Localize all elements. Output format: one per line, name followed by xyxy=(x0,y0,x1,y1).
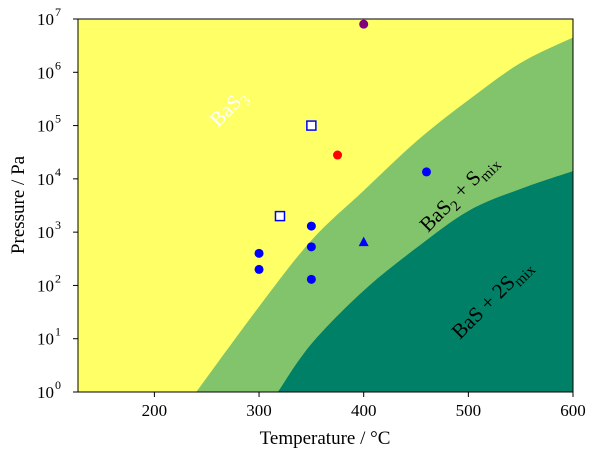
y-tick-exponent: 4 xyxy=(55,165,61,179)
x-tick-label: 300 xyxy=(246,401,272,420)
y-tick-exponent: 3 xyxy=(55,218,61,232)
data-point-circle xyxy=(254,264,264,274)
data-point-triangle xyxy=(358,236,369,247)
data-point-circle xyxy=(306,221,316,231)
data-point-circle xyxy=(421,167,431,177)
plot-frame xyxy=(77,18,574,393)
data-point-circle xyxy=(359,19,369,29)
y-tick-label: 10 xyxy=(37,10,54,29)
data-point-square-open xyxy=(274,210,286,222)
data-point-square-open xyxy=(306,120,317,131)
x-axis: 200 300 400 500 600 xyxy=(142,392,586,420)
phase-regions xyxy=(78,19,573,392)
x-tick-label: 200 xyxy=(142,401,168,420)
data-points xyxy=(254,19,431,284)
y-tick-exponent: 2 xyxy=(55,271,61,285)
y-tick-exponent: 6 xyxy=(55,58,61,72)
x-tick-label: 400 xyxy=(351,401,377,420)
y-tick-exponent: 7 xyxy=(55,5,61,19)
y-tick-exponent: 5 xyxy=(55,112,61,126)
y-tick-label: 10 xyxy=(37,63,54,82)
x-tick-label: 500 xyxy=(456,401,482,420)
x-tick-label: 600 xyxy=(560,401,586,420)
data-point-circle xyxy=(254,248,264,258)
x-axis-label: Temperature / °C xyxy=(260,428,391,449)
y-tick-label: 10 xyxy=(37,117,54,136)
y-axis-label: Pressure / Pa xyxy=(8,155,29,254)
y-tick-label: 10 xyxy=(37,170,54,189)
y-tick-label: 10 xyxy=(37,383,54,402)
y-tick-exponent: 1 xyxy=(55,325,61,339)
y-tick-label: 10 xyxy=(37,223,54,242)
y-tick-label: 10 xyxy=(37,276,54,295)
y-tick-exponent: 0 xyxy=(55,378,61,392)
data-point-circle xyxy=(306,274,316,284)
data-point-circle xyxy=(333,150,343,160)
y-tick-label: 10 xyxy=(37,330,54,349)
data-point-circle xyxy=(306,242,316,252)
region-bas xyxy=(277,171,573,392)
